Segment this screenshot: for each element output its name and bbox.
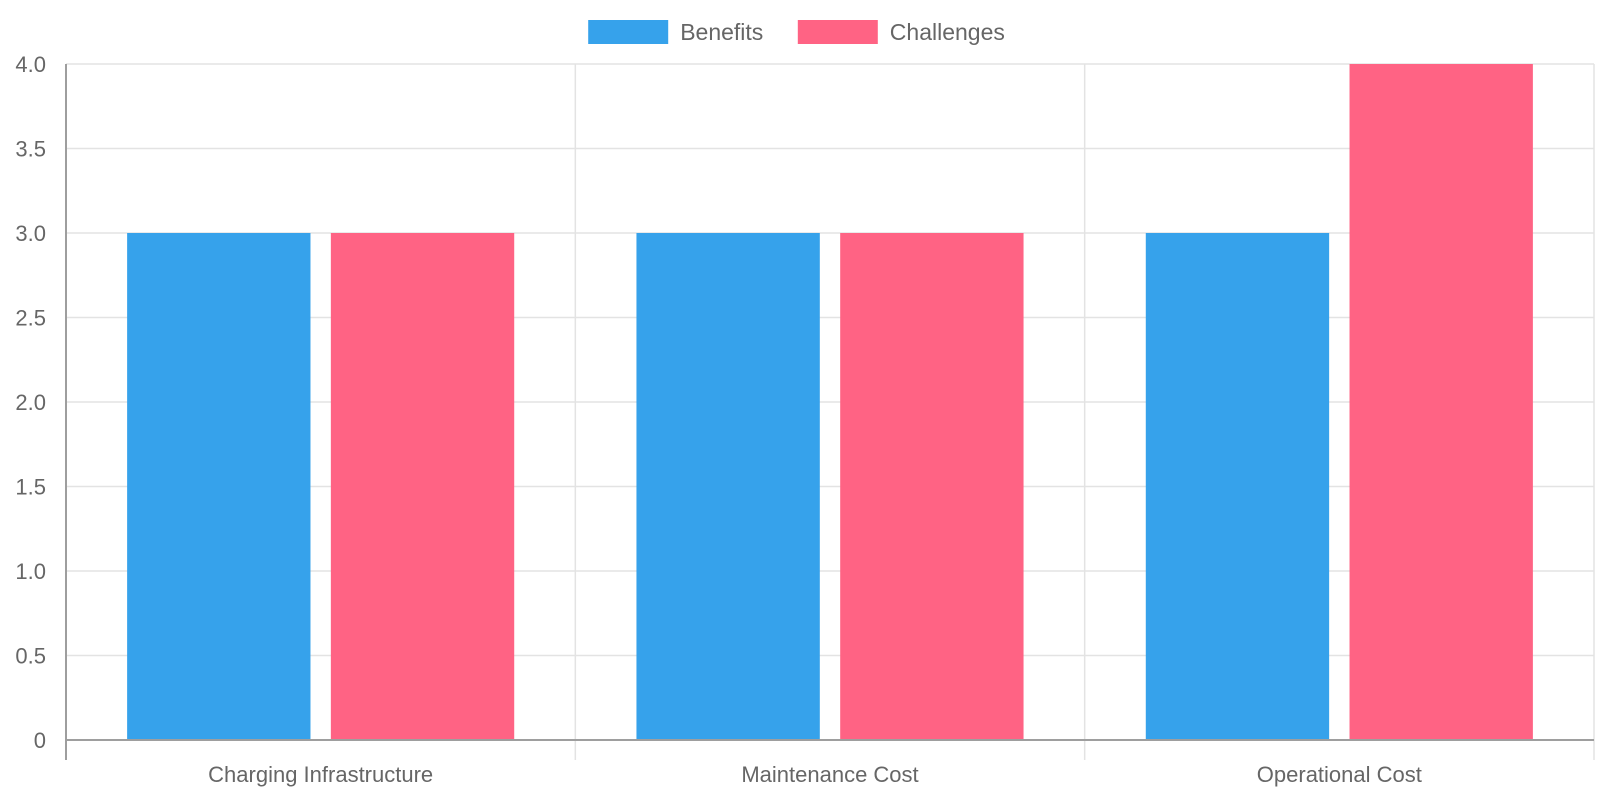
bar-benefits-3[interactable] [1145,233,1330,740]
legend-item-benefits[interactable]: Benefits [588,19,763,45]
y-axis-tick-labels: 0 0.5 1.0 1.5 2.0 2.5 3.0 3.5 4.0 [15,52,46,753]
bar-challenges-1[interactable] [330,233,515,740]
axes-layer [65,64,1594,760]
bar-benefits-1[interactable] [127,233,311,740]
x-axis-tick-labels: Charging Infrastructure Maintenance Cost O… [208,762,1422,787]
legend[interactable]: Benefits Challenges [588,19,1005,45]
y-tick-label: 3.0 [15,221,46,246]
legend-swatch [797,20,878,44]
bar-challenges-3[interactable] [1349,64,1533,740]
y-tick-label: 1.5 [15,475,46,500]
legend-item-challenges[interactable]: Challenges [797,19,1005,45]
bar-challenges-2[interactable] [840,233,1024,740]
y-tick-label: 1.0 [15,559,46,584]
legend-label: Benefits [680,19,763,45]
x-tick-label: Maintenance Cost [741,762,918,787]
x-tick-label: Charging Infrastructure [208,762,433,787]
bar-benefits-2[interactable] [636,233,820,740]
y-tick-label: 2.5 [15,306,46,331]
legend-label: Challenges [890,19,1005,45]
y-tick-label: 0.5 [15,644,46,669]
grid-layer [65,63,1595,760]
y-tick-label: 0 [34,728,46,753]
x-tick-label: Operational Cost [1257,762,1422,787]
y-tick-label: 4.0 [15,52,46,77]
bars-layer [127,64,1533,740]
legend-swatch [588,20,669,44]
y-tick-label: 3.5 [15,137,46,162]
y-tick-label: 2.0 [15,390,46,415]
